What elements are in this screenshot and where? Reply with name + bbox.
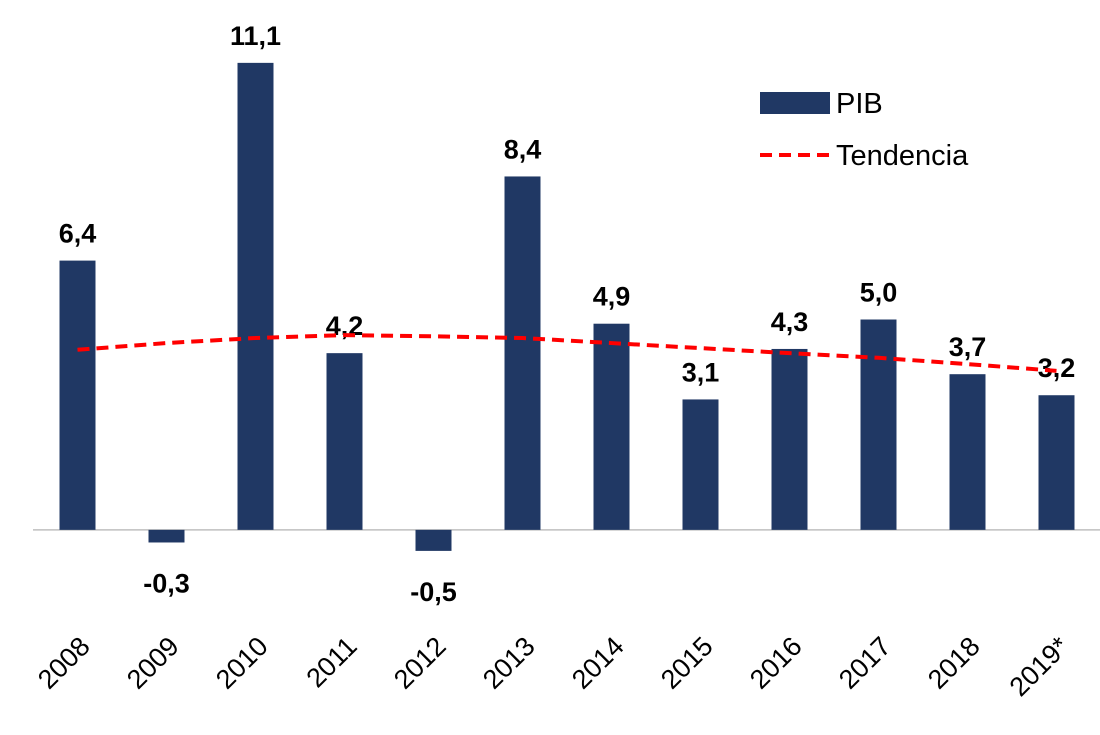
x-tick-label: 2014 — [566, 631, 630, 695]
x-tick-label: 2016 — [744, 631, 808, 695]
x-tick-label: 2015 — [655, 631, 719, 695]
x-tick-label: 2010 — [210, 631, 274, 695]
bar — [682, 399, 719, 530]
data-label: 6,4 — [59, 219, 97, 249]
bar — [326, 353, 363, 530]
x-tick-label: 2018 — [922, 631, 986, 695]
data-label: 3,2 — [1038, 353, 1076, 383]
data-label: 4,3 — [771, 307, 809, 337]
bar — [504, 176, 541, 530]
x-tick-label: 2012 — [388, 631, 452, 695]
data-label: 3,7 — [949, 332, 987, 362]
data-label: -0,3 — [143, 568, 190, 598]
x-tick-label: 2008 — [32, 631, 96, 695]
trend-line — [77, 333, 1057, 373]
bar — [949, 374, 986, 530]
bar — [771, 348, 808, 530]
x-tick-label: 2017 — [833, 631, 897, 695]
data-label: 5,0 — [860, 278, 898, 308]
data-label: 11,1 — [230, 21, 281, 51]
legend-label: Tendencia — [836, 140, 969, 172]
bar — [59, 260, 96, 530]
x-tick-label: 2011 — [300, 631, 362, 693]
x-tick-label: 2013 — [477, 631, 541, 695]
legend-label: PIB — [836, 88, 883, 120]
bar — [593, 323, 630, 530]
data-label: 4,9 — [593, 282, 631, 312]
bar — [860, 319, 897, 530]
bar — [1038, 395, 1075, 530]
bar — [415, 529, 452, 551]
legend-swatch — [760, 92, 830, 114]
bar — [148, 529, 185, 543]
bar — [237, 62, 274, 530]
data-label: 8,4 — [504, 134, 542, 164]
x-tick-label: 2009 — [121, 631, 185, 695]
x-tick-label: 2019* — [1004, 631, 1075, 702]
data-label: 3,1 — [682, 357, 720, 387]
data-label: -0,5 — [410, 577, 457, 607]
